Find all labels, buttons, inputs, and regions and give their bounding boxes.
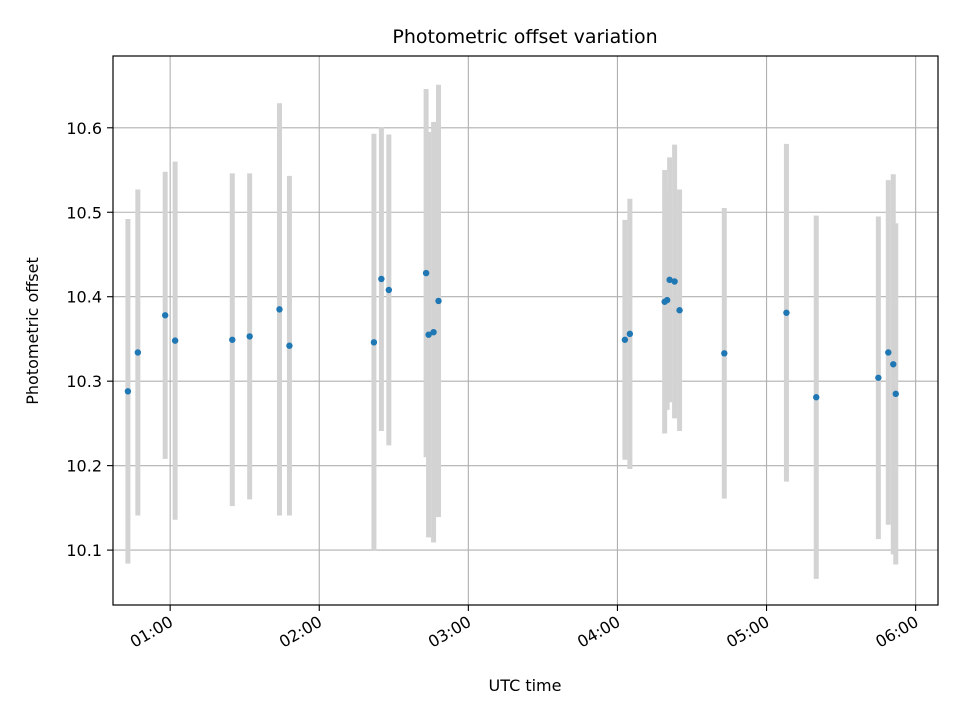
data-point xyxy=(276,306,283,313)
data-point xyxy=(385,286,393,294)
x-tick-label: 04:00 xyxy=(574,612,623,652)
data-point xyxy=(124,388,132,395)
y-tick-label: 10.4 xyxy=(66,288,102,307)
x-axis-ticks: 01:00 02:00 03:00 04:00 05:00 06:00 xyxy=(127,605,922,652)
x-tick-label: 06:00 xyxy=(872,612,921,652)
data-point xyxy=(892,390,899,398)
data-point xyxy=(430,328,437,336)
y-tick-label: 10.3 xyxy=(66,372,102,391)
y-tick-label: 10.2 xyxy=(66,457,102,476)
data-point xyxy=(378,275,385,283)
y-tick-label: 10.5 xyxy=(66,203,102,222)
data-points xyxy=(124,269,899,401)
data-point xyxy=(134,349,142,356)
data-point xyxy=(721,350,728,357)
data-point xyxy=(875,374,882,381)
data-point xyxy=(890,361,897,368)
x-tick-label: 05:00 xyxy=(723,612,772,652)
data-point xyxy=(229,336,236,343)
data-point xyxy=(663,296,671,304)
data-point xyxy=(246,333,253,340)
x-tick-label: 03:00 xyxy=(425,612,474,652)
data-point xyxy=(666,276,673,284)
data-point xyxy=(370,339,378,346)
x-tick-label: 01:00 xyxy=(127,612,176,652)
data-point xyxy=(783,309,790,316)
chart-title: Photometric offset variation xyxy=(392,26,657,48)
data-point xyxy=(435,297,442,305)
data-point xyxy=(676,307,683,314)
y-tick-label: 10.6 xyxy=(66,119,102,138)
data-point xyxy=(161,312,169,319)
data-point xyxy=(885,349,892,356)
data-point xyxy=(626,330,634,338)
data-point xyxy=(422,269,430,277)
data-point xyxy=(286,342,293,349)
y-axis-label: Photometric offset xyxy=(23,257,42,405)
plot-frame xyxy=(112,55,939,606)
data-point xyxy=(171,337,179,344)
error-bars xyxy=(125,84,899,579)
x-tick-label: 02:00 xyxy=(276,612,325,652)
x-axis-label: UTC time xyxy=(489,676,562,695)
y-axis-ticks: 10.1 10.2 10.3 10.4 10.5 10.6 xyxy=(66,119,113,560)
data-point xyxy=(671,278,678,285)
y-tick-label: 10.1 xyxy=(66,541,102,560)
data-point xyxy=(621,336,629,343)
data-point xyxy=(425,331,432,338)
data-point xyxy=(813,394,820,401)
